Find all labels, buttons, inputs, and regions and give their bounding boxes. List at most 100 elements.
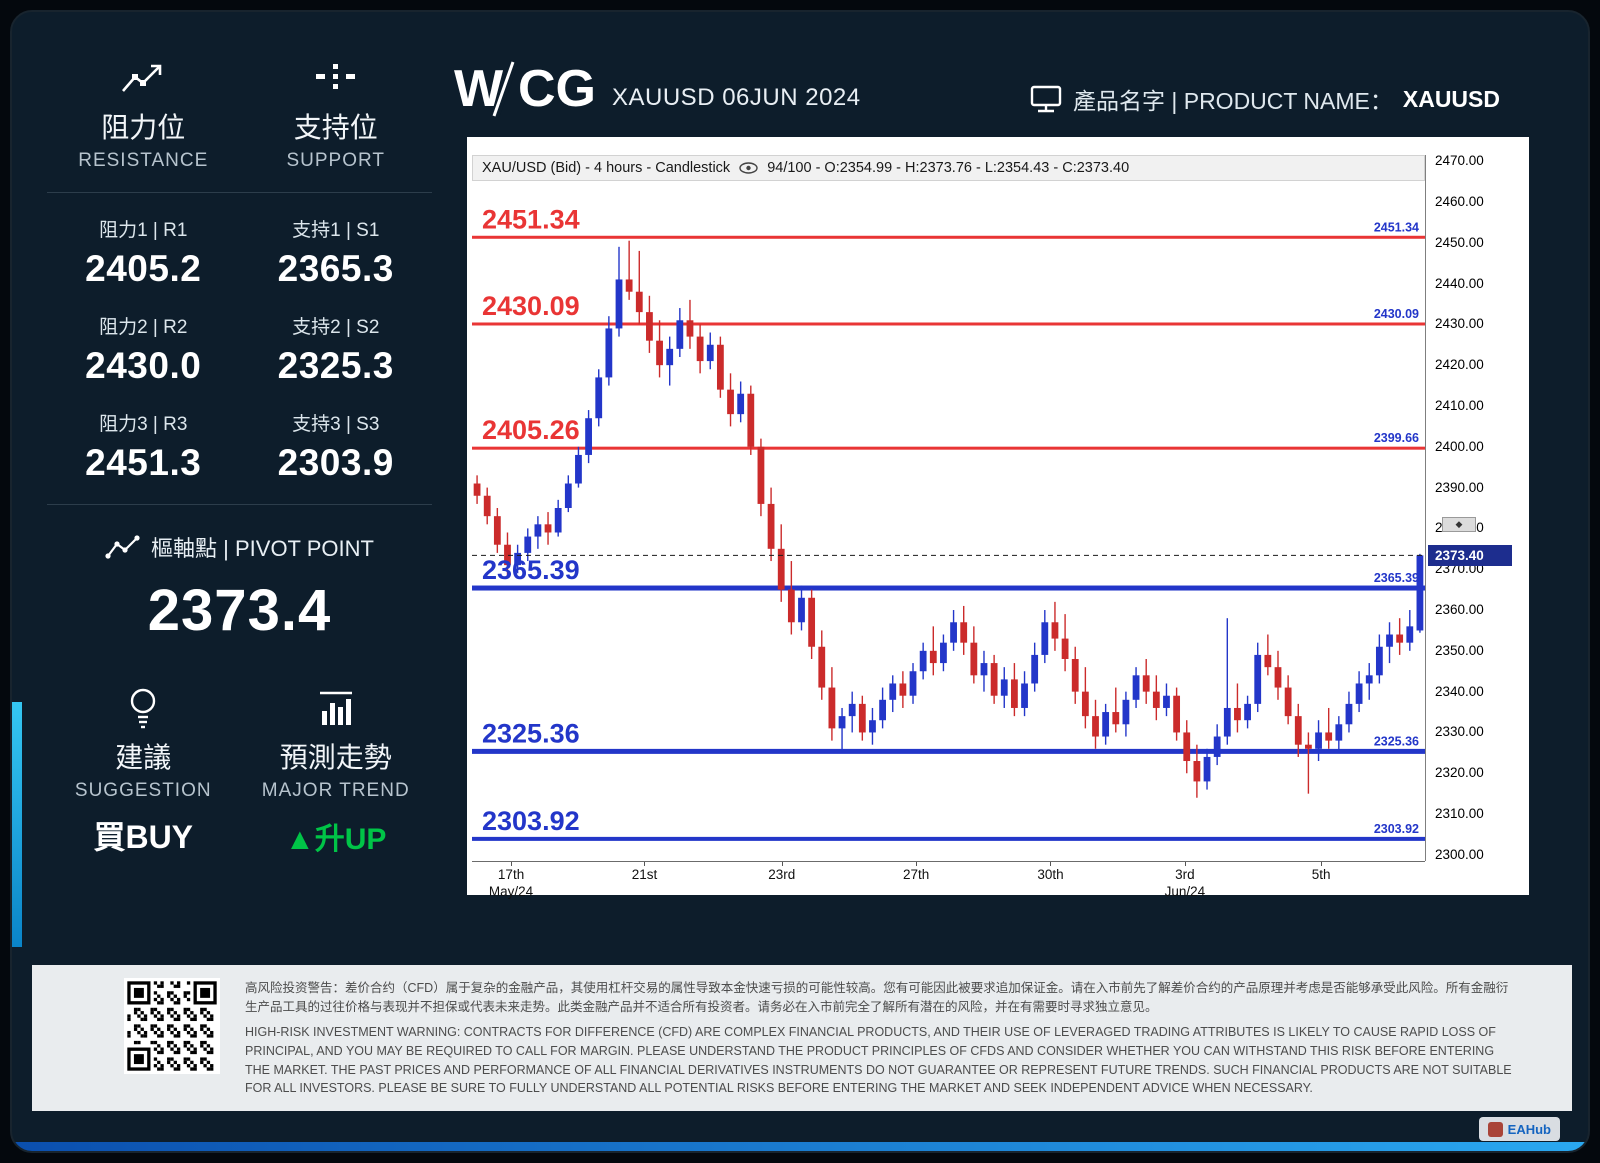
s1-label: 支持1 | S1 <box>292 220 380 241</box>
candle-body <box>1213 736 1221 757</box>
candle-body <box>1000 679 1008 696</box>
current-price-badge: 2373.40 <box>1428 545 1512 567</box>
candle-body <box>889 683 897 700</box>
x-axis-label: 30th <box>1037 867 1064 882</box>
price-chart: XAU/USD (Bid) - 4 hours - Candlestick 94… <box>467 137 1529 899</box>
trend-value: ▲升UP <box>285 823 387 856</box>
candle-body <box>1132 675 1140 700</box>
monitor-icon <box>1030 85 1062 113</box>
y-axis-label: 2420.00 <box>1435 357 1484 373</box>
candle-body <box>899 683 907 696</box>
candle-body <box>980 663 988 676</box>
candle-body <box>534 524 542 537</box>
candle-body <box>595 377 603 419</box>
chart-title-bar: XAU/USD (Bid) - 4 hours - Candlestick 94… <box>472 155 1425 181</box>
report-title: XAUUSD 06JUN 2024 <box>612 84 861 111</box>
candle-body <box>1244 703 1251 721</box>
s2-value: 2325.3 <box>277 345 394 386</box>
candle-body <box>1173 695 1181 733</box>
candle-body <box>950 622 957 643</box>
r1-label: 阻力1 | R1 <box>99 220 188 241</box>
candle-body <box>1051 622 1059 639</box>
y-axis-label: 2310.00 <box>1435 806 1484 822</box>
candle-body <box>544 524 552 533</box>
candle-body <box>656 340 663 366</box>
divider <box>47 504 432 505</box>
y-axis-label: 2400.00 <box>1435 438 1484 454</box>
candle-body <box>1092 716 1099 737</box>
candle-body <box>1203 756 1211 782</box>
y-axis-label: 2390.00 <box>1435 479 1484 495</box>
support-dots-icon <box>240 58 433 100</box>
wcg-logo: W CG <box>454 60 614 123</box>
candle-body <box>1375 646 1383 676</box>
suggestion-value: 買BUY <box>93 819 194 855</box>
candle-body <box>716 344 724 390</box>
candle-body <box>1315 732 1322 749</box>
resistance-header: 阻力位 RESISTANCE <box>47 58 240 172</box>
resistance-line <box>472 446 1425 450</box>
candle-body <box>757 446 765 504</box>
candle-body <box>1234 707 1241 721</box>
candle-body <box>524 536 532 553</box>
qr-code <box>124 978 220 1074</box>
candle-body <box>1254 654 1262 704</box>
level-label-left: 2325.36 <box>482 718 580 748</box>
level-label-right: 2325.36 <box>1374 734 1419 748</box>
candle-body <box>879 699 887 721</box>
x-axis-tick <box>644 862 646 866</box>
candle-body <box>1284 687 1292 717</box>
levels-row-1: 阻力1 | R1 2405.2 支持1 | S1 2365.3 <box>47 215 432 290</box>
product-value: XAUUSD <box>1402 85 1500 112</box>
candle-body <box>1193 761 1201 782</box>
candle-body <box>1406 626 1414 643</box>
x-axis-label: 17th May/24 <box>488 867 534 899</box>
s3-label: 支持3 | S3 <box>292 414 380 435</box>
s2-label: 支持2 | S2 <box>292 317 380 338</box>
candle-body <box>909 671 917 696</box>
bar-chart-icon <box>240 688 433 730</box>
analysis-card: W CG XAUUSD 06JUN 2024 產品名字 | PRODUCT NA… <box>10 10 1590 1153</box>
y-axis-label: 2440.00 <box>1435 275 1484 291</box>
candle-body <box>696 336 704 362</box>
trend-label-en: MAJOR TREND <box>261 780 410 801</box>
y-axis-label: 2470.00 <box>1435 153 1484 169</box>
candle-body <box>686 320 694 337</box>
y-axis-label: 2300.00 <box>1435 846 1484 862</box>
candle-body <box>1294 716 1302 745</box>
candle-body <box>473 483 481 496</box>
candle-body <box>767 503 775 549</box>
candle-body <box>1325 732 1333 741</box>
eahub-label: EAHub <box>1507 1121 1551 1137</box>
x-axis-tick <box>1321 862 1323 866</box>
candle-body <box>1021 683 1028 708</box>
risk-warning-zh: 高风险投资警告：差价合约（CFD）属于复杂的金融产品，其使用杠杆交易的属性导致本… <box>245 981 1509 1015</box>
resistance-trend-icon <box>47 58 240 100</box>
candle-body <box>676 320 684 349</box>
resistance-line <box>472 235 1425 239</box>
candle-body <box>919 650 927 672</box>
candle-body <box>1264 654 1272 668</box>
candle-body <box>1081 691 1089 717</box>
risk-warning-en: HIGH-RISK INVESTMENT WARNING: CONTRACTS … <box>245 1025 1512 1096</box>
candle-body <box>1345 703 1353 725</box>
candle-body <box>1031 654 1039 684</box>
r3-value: 2451.3 <box>85 442 202 483</box>
candle-body <box>1396 634 1404 643</box>
candle-body <box>585 418 592 455</box>
support-label-en: SUPPORT <box>286 150 385 171</box>
s1-value: 2365.3 <box>277 248 394 289</box>
y-axis-label: 2430.00 <box>1435 316 1484 332</box>
candle-body <box>940 642 947 664</box>
x-axis-tick <box>1184 862 1186 866</box>
candle-body <box>1365 675 1373 684</box>
candle-body <box>514 552 522 566</box>
levels-row-3: 阻力3 | R3 2451.3 支持3 | S3 2303.9 <box>47 409 432 484</box>
y-axis-label: 2320.00 <box>1435 765 1484 781</box>
suggestion-block: 建議 SUGGESTION 買BUY <box>47 688 240 858</box>
r2-value: 2430.0 <box>85 345 202 386</box>
x-axis-label: 23rd <box>768 867 796 882</box>
candle-body <box>1274 667 1282 688</box>
logo-slash <box>492 61 515 117</box>
level-label-left: 2365.39 <box>482 555 580 585</box>
